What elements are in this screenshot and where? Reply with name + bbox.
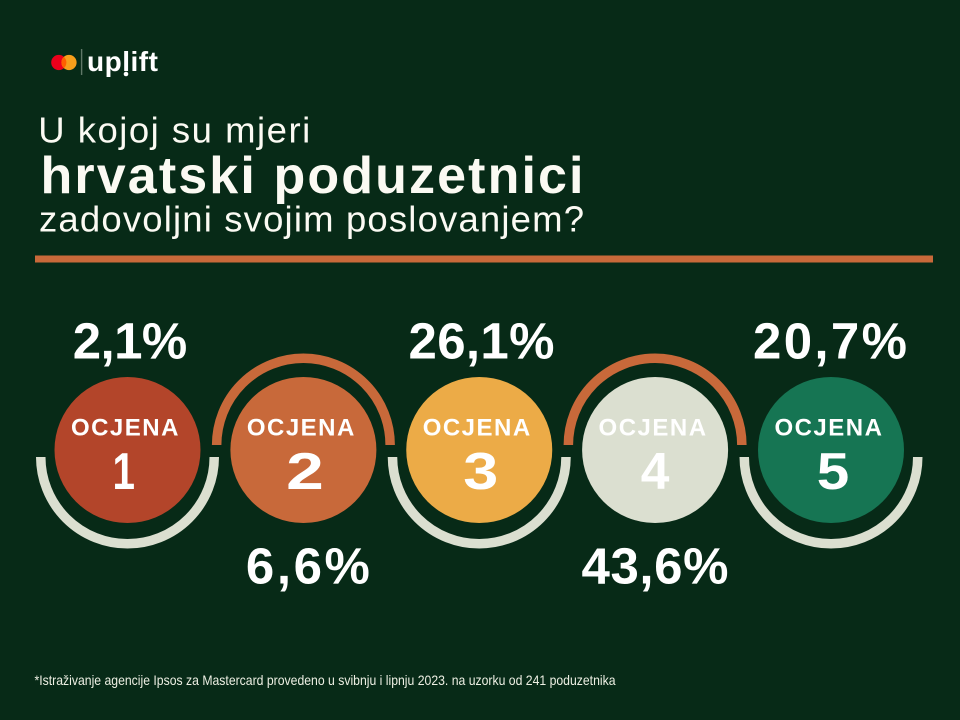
svg-text:1: 1: [112, 442, 135, 500]
svg-text:43,6%: 43,6%: [582, 537, 729, 594]
svg-text:OCJENA: OCJENA: [423, 415, 531, 442]
svg-text:26,1%: 26,1%: [409, 313, 555, 370]
svg-text:OCJENA: OCJENA: [774, 415, 882, 442]
svg-text:hrvatski poduzetnici: hrvatski poduzetnici: [41, 147, 584, 205]
svg-text:20,7%: 20,7%: [753, 313, 907, 370]
svg-text:zadovoljni svojim poslovanjem?: zadovoljni svojim poslovanjem?: [39, 198, 584, 239]
svg-text:2,1%: 2,1%: [73, 313, 188, 370]
svg-text:6,6%: 6,6%: [246, 537, 370, 594]
svg-text:5: 5: [817, 442, 850, 500]
svg-text:2: 2: [286, 442, 324, 500]
svg-text:4: 4: [641, 442, 670, 500]
svg-text:3: 3: [463, 442, 498, 500]
svg-text:U kojoj su mjeri: U kojoj su mjeri: [38, 110, 310, 151]
svg-text:OCJENA: OCJENA: [247, 415, 355, 442]
svg-text:OCJENA: OCJENA: [71, 415, 179, 442]
svg-text:OCJENA: OCJENA: [599, 415, 707, 442]
svg-text:*Istraživanje agencije Ipsos z: *Istraživanje agencije Ipsos za Masterca…: [35, 672, 616, 688]
svg-text:uplift: uplift: [87, 46, 158, 77]
